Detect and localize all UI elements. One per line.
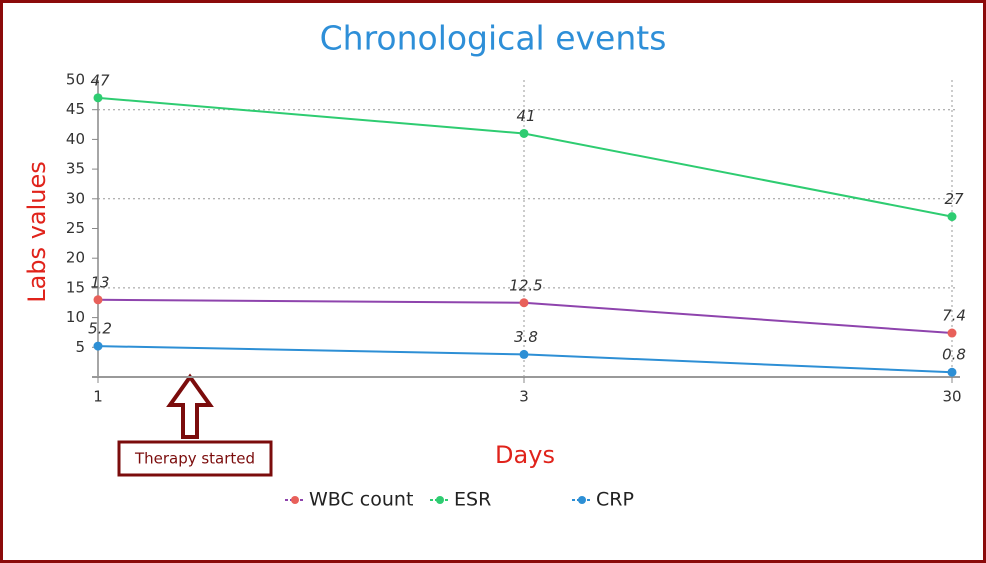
y-tick-label: 5 [75, 338, 85, 356]
annotation-box [117, 440, 273, 477]
value-label: 12.5 [509, 276, 542, 294]
legend-marker [436, 496, 444, 504]
value-label: 27 [944, 190, 964, 208]
point [93, 93, 103, 103]
point [947, 367, 957, 377]
legend-label: WBC count [309, 489, 413, 511]
point [519, 298, 529, 308]
y-tick-label: 40 [66, 130, 85, 148]
point [93, 295, 103, 305]
value-label: 13 [90, 273, 109, 291]
chart-title: Chronological events [320, 19, 667, 58]
y-tick-label: 50 [66, 71, 85, 89]
point [93, 341, 103, 351]
point [519, 128, 529, 138]
y-tick-label: 30 [66, 189, 85, 207]
value-label: 3.8 [514, 328, 538, 346]
value-label: 0.8 [942, 346, 966, 364]
x-tick-label: 3 [519, 388, 529, 406]
y-tick-label: 15 [66, 278, 85, 296]
annotation: Therapy started [134, 450, 255, 468]
y-tick-label: 25 [66, 219, 85, 237]
value-label: 5.2 [88, 320, 112, 338]
point [947, 212, 957, 222]
value-label: 47 [90, 71, 110, 89]
x-tick-label: 30 [942, 388, 961, 406]
legend-marker [291, 496, 299, 504]
y-axis-label: Labs values [23, 161, 51, 303]
series-line [97, 345, 953, 374]
y-tick-label: 10 [66, 308, 85, 326]
legend-marker [578, 496, 586, 504]
point [947, 328, 957, 338]
point [519, 349, 529, 359]
value-label: 41 [516, 107, 535, 125]
y-tick-label: 20 [66, 249, 85, 267]
legend-label: ESR [454, 489, 491, 511]
y-tick-label: 35 [66, 160, 85, 178]
x-axis-label: Days [495, 441, 555, 469]
x-tick-label: 1 [93, 388, 103, 406]
value-label: 7.4 [942, 307, 966, 325]
arrow [166, 373, 214, 439]
y-tick-label: 45 [66, 100, 85, 118]
legend-label: CRP [596, 489, 634, 511]
